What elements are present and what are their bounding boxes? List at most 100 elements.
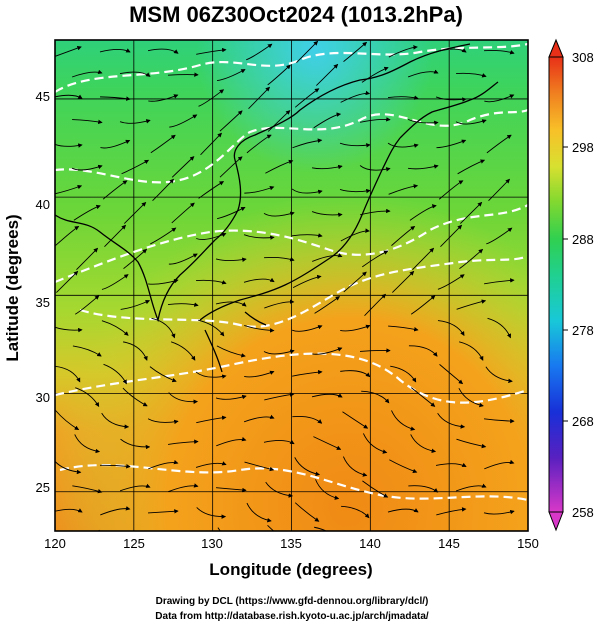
streamline	[296, 40, 319, 63]
streamline	[243, 234, 275, 240]
streamline	[119, 483, 151, 492]
streamline	[361, 390, 390, 404]
streamline	[244, 461, 275, 472]
streamline	[264, 392, 295, 401]
streamline	[409, 204, 437, 221]
streamline	[391, 225, 416, 246]
streamline	[264, 299, 295, 309]
streamline	[407, 119, 439, 126]
streamline	[101, 412, 130, 429]
streamline	[217, 206, 246, 220]
streamline	[72, 345, 102, 357]
streamline	[72, 119, 103, 125]
streamline	[435, 96, 467, 102]
streamline	[215, 301, 247, 307]
colorbar-tick-label: 308	[572, 50, 594, 65]
colorbar-top-arrow	[548, 38, 564, 58]
streamline	[168, 439, 199, 445]
streamline	[267, 110, 291, 132]
streamline	[408, 345, 438, 357]
streamline	[291, 188, 323, 195]
streamline	[215, 257, 247, 262]
streamline	[196, 507, 227, 519]
streamline	[151, 317, 176, 339]
streamline	[294, 502, 320, 522]
streamline	[364, 293, 386, 317]
streamline	[387, 142, 419, 148]
streamline	[120, 300, 151, 310]
streamline	[435, 48, 467, 53]
streamline	[267, 64, 291, 86]
streamline	[294, 457, 321, 477]
streamline	[74, 295, 100, 315]
streamline	[55, 226, 80, 246]
x-axis-title: Longitude (degrees)	[209, 560, 372, 579]
streamline	[312, 347, 343, 355]
streamline	[311, 211, 343, 218]
streamline	[121, 159, 150, 175]
streamline	[168, 533, 198, 538]
streamline	[123, 341, 148, 361]
x-tick-label: 125	[123, 536, 145, 551]
streamline	[484, 49, 515, 55]
streamline	[392, 270, 415, 293]
streamline	[483, 509, 515, 515]
y-tick-label: 40	[36, 197, 50, 212]
streamline	[341, 505, 370, 519]
streamline	[292, 369, 323, 377]
streamline	[391, 410, 416, 431]
streamline	[243, 414, 275, 423]
map-frame	[54, 39, 529, 532]
streamline	[217, 527, 221, 531]
streamline	[457, 159, 486, 175]
streamline	[200, 132, 222, 156]
streamline	[120, 438, 151, 450]
streamline	[484, 278, 515, 285]
streamline	[435, 462, 467, 467]
streamline	[74, 434, 101, 454]
streamline	[291, 325, 323, 332]
streamline	[100, 96, 131, 101]
credit-line-1: Drawing by DCL (https://www.gfd-dennou.o…	[156, 596, 429, 607]
streamline	[436, 139, 467, 149]
streamline	[359, 348, 391, 353]
streamline	[196, 415, 227, 424]
streamline	[342, 456, 368, 477]
y-tick-label: 25	[36, 480, 50, 495]
streamline	[198, 181, 225, 199]
streamline	[72, 485, 103, 494]
streamline	[219, 110, 243, 132]
x-tick-label: 120	[44, 536, 66, 551]
streamline	[171, 156, 195, 178]
streamline	[168, 253, 198, 265]
streamline	[340, 228, 370, 242]
streamline	[390, 365, 417, 383]
streamline	[486, 134, 512, 154]
streamline	[361, 66, 389, 83]
streamline	[437, 412, 466, 429]
x-tick-label: 135	[280, 536, 302, 551]
streamline	[412, 247, 435, 270]
streamline	[148, 278, 179, 285]
streamline	[152, 178, 174, 202]
streamline	[340, 324, 371, 332]
streamline	[76, 247, 99, 270]
streamline	[150, 134, 176, 154]
streamline	[459, 248, 484, 269]
streamline	[119, 71, 151, 77]
x-tick-label: 145	[438, 536, 460, 551]
streamline	[148, 459, 179, 470]
map-plot-area	[55, 40, 528, 538]
streamline	[100, 139, 131, 149]
streamline	[195, 461, 227, 468]
streamline	[246, 43, 273, 61]
streamline	[314, 526, 328, 531]
streamline	[410, 295, 436, 315]
streamline	[456, 438, 487, 449]
streamline	[484, 94, 515, 103]
y-tick-label: 45	[36, 89, 50, 104]
streamline	[438, 180, 464, 200]
streamline	[71, 164, 103, 171]
streamline	[101, 274, 129, 290]
